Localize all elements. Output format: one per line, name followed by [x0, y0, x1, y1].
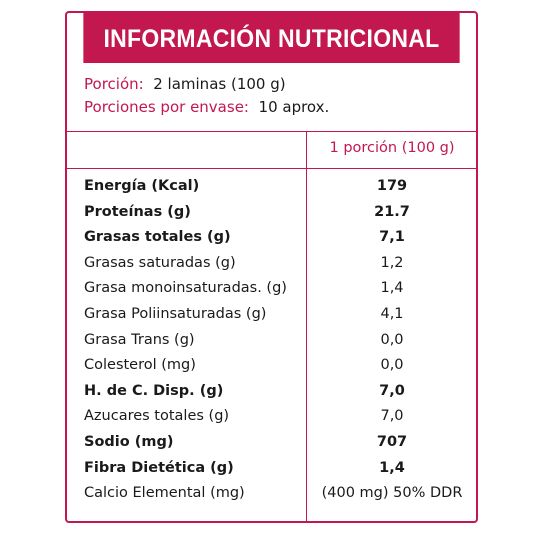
row-label: Fibra Dietética (g)	[84, 459, 234, 476]
row-label: Azucares totales (g)	[84, 408, 230, 425]
row-value: 4,1	[380, 306, 404, 322]
row-value: 7,0	[380, 408, 404, 425]
column-header: 1 porción (100 g)	[329, 140, 455, 156]
portion-line: Porciones por envase: 10 aprox.	[84, 98, 329, 116]
row-label: Grasa monoinsaturadas. (g)	[84, 280, 287, 297]
portion-value: 2 laminas (100 g)	[153, 75, 286, 93]
portion-value: 10 aprox.	[258, 98, 330, 116]
row-label: Colesterol (mg)	[84, 357, 196, 374]
row-label: Calcio Elemental (mg)	[84, 485, 245, 502]
divider	[67, 131, 476, 132]
row-label: Grasas totales (g)	[84, 229, 231, 246]
row-label: Proteínas (g)	[84, 203, 191, 220]
row-label: Sodio (mg)	[84, 434, 174, 450]
portion-label: Porciones por envase:	[84, 98, 249, 116]
row-value: 1,4	[380, 280, 404, 297]
row-value: 7,1	[379, 229, 405, 246]
row-value: 1,4	[379, 459, 405, 476]
row-value: 707	[376, 434, 408, 450]
row-label: Energía (Kcal)	[84, 178, 200, 194]
portion-label: Porción:	[84, 75, 144, 93]
row-label: Grasa Poliinsaturadas (g)	[84, 306, 267, 322]
row-label: Grasa Trans (g)	[84, 331, 195, 348]
row-value: 1,2	[380, 254, 404, 271]
column-divider	[306, 132, 307, 521]
nutrition-panel: INFORMACIÓN NUTRICIONAL Porción: 2 lamin…	[65, 11, 478, 523]
row-value: 0,0	[380, 331, 404, 348]
row-value: (400 mg) 50% DDR	[321, 485, 463, 502]
title: INFORMACIÓN NUTRICIONAL	[83, 13, 460, 63]
divider	[67, 168, 476, 169]
row-value: 7,0	[379, 382, 405, 399]
row-label: H. de C. Disp. (g)	[84, 382, 224, 399]
row-label: Grasas saturadas (g)	[84, 254, 236, 271]
row-value: 21.7	[374, 203, 410, 220]
portion-line: Porción: 2 laminas (100 g)	[84, 75, 286, 93]
row-value: 179	[376, 178, 408, 194]
row-value: 0,0	[380, 357, 404, 374]
